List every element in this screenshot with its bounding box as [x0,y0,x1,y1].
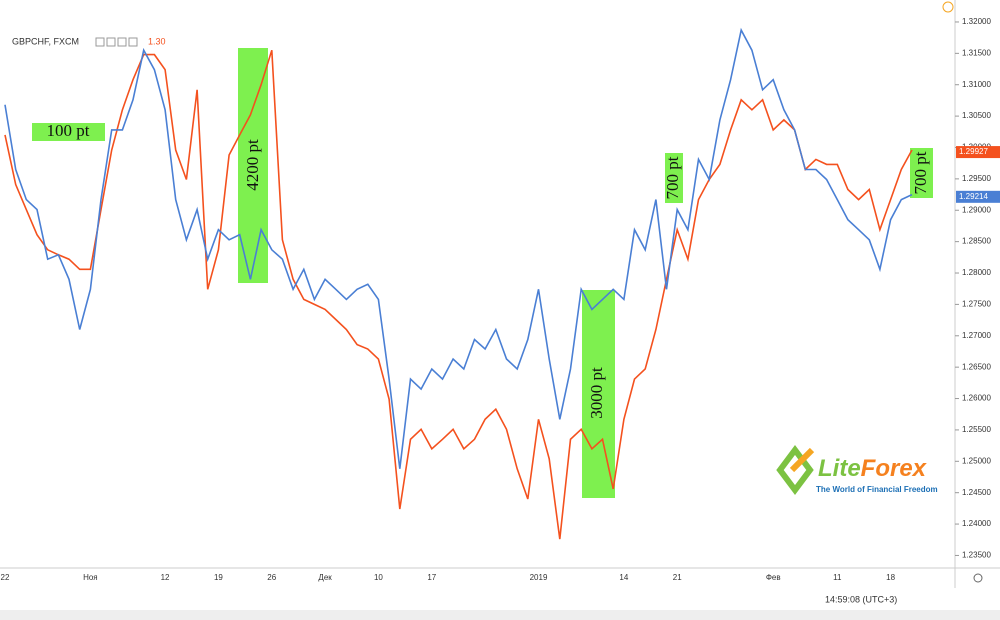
annotation-label: 700 pt [663,156,682,199]
x-tick-label: 26 [267,573,276,582]
logo: LiteForex The World of Financial Freedom [776,445,938,495]
price-marker [956,190,1000,203]
header-icons [95,37,138,47]
symbol: GBPCHF, FXCM [12,36,79,46]
x-tick-label: 11 [833,573,842,582]
price-label: 1.29927 [959,147,988,156]
logo-text: Forex [861,455,928,482]
annotation-box [582,290,615,498]
y-tick-label: 1.23500 [962,551,991,560]
annotation-box [238,48,268,283]
x-tick-label: Ноя [83,573,98,582]
y-tick-label: 1.24000 [962,519,991,528]
annotation-label: 100 pt [47,121,90,140]
x-tick-label: 17 [427,573,436,582]
x-tick-label: 22 [1,573,10,582]
x-tick-label: 10 [374,573,383,582]
series-line [4,27,913,469]
logo-text: Lite [818,455,861,482]
y-tick-label: 1.25000 [962,456,991,465]
x-tick-label: Дек [318,573,332,582]
annotation-label: 4200 pt [243,139,262,191]
y-tick-label: 1.30500 [962,111,991,120]
y-tick-label: 1.31000 [962,80,991,89]
annotation-label: 3000 pt [587,367,606,419]
status-bar [0,610,1000,620]
svg-text:LiteForex: LiteForex [818,455,928,482]
annotation-box [665,153,683,203]
x-tick-label: 2019 [530,573,548,582]
header-price: 1.30 [148,36,166,46]
alert-icon [942,1,954,13]
x-tick-label: 21 [673,573,682,582]
x-tick-label: 19 [214,573,223,582]
settings-icon[interactable] [973,573,983,583]
y-tick-label: 1.26000 [962,394,991,403]
y-tick-label: 1.27000 [962,331,991,340]
logo-tagline: The World of Financial Freedom [816,485,938,494]
y-tick-label: 1.31500 [962,48,991,57]
y-tick-label: 1.26500 [962,362,991,371]
annotation-labels: 100 pt 4200 pt 3000 pt 700 pt 700 pt [47,121,930,419]
y-tick-label: 1.29000 [962,205,991,214]
series-line [4,49,913,540]
y-tick-label: 1.27500 [962,300,991,309]
y-tick-label: 1.24500 [962,488,991,497]
price-label: 1.29214 [959,192,988,201]
y-tick-label: 1.28000 [962,268,991,277]
price-marker [956,146,1000,159]
annotation-box [32,123,105,141]
y-tick-label: 1.25500 [962,425,991,434]
x-tick-label: 14 [619,573,628,582]
annotations [32,48,933,498]
plot [4,27,913,540]
x-tick-label: Фев [766,573,781,582]
y-tick-label: 1.29500 [962,174,991,183]
annotation-box [910,148,933,198]
annotation-label: 700 pt [911,151,930,194]
y-tick-label: 1.32000 [962,17,991,26]
timestamp: 14:59:08 (UTC+3) [825,594,897,604]
x-tick-label: 12 [161,573,170,582]
x-tick-label: 18 [886,573,895,582]
y-tick-label: 1.28500 [962,237,991,246]
